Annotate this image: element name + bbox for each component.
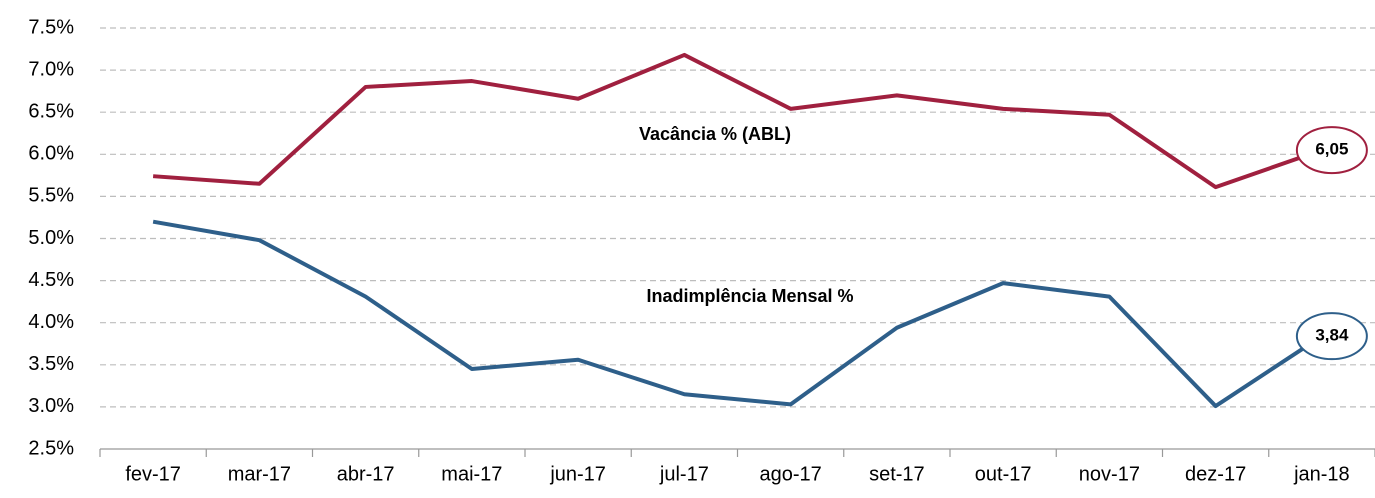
value-label-badge	[1295, 312, 1368, 361]
series-label: Vacância % (ABL)	[639, 124, 791, 144]
x-tick-label: ago-17	[759, 463, 821, 485]
x-tick-label: set-17	[869, 463, 925, 485]
value-label: 3,84	[1315, 326, 1349, 345]
y-tick-label: 5.0%	[28, 227, 74, 249]
x-tick-label: out-17	[975, 463, 1032, 485]
y-tick-label: 4.0%	[28, 311, 74, 333]
y-tick-label: 5.5%	[28, 185, 74, 207]
y-tick-label: 7.0%	[28, 58, 74, 80]
y-tick-label: 7.5%	[28, 16, 74, 38]
series-line	[152, 219, 1323, 409]
y-tick-label: 3.5%	[28, 353, 74, 375]
x-tick-label: fev-17	[125, 463, 181, 485]
y-tick-label: 6.5%	[28, 100, 74, 122]
x-tick-label: jun-17	[549, 463, 606, 485]
series-line	[152, 52, 1323, 190]
series-label: Inadimplência Mensal %	[646, 286, 853, 306]
value-label-badge	[1295, 126, 1368, 175]
x-tick-label: jul-17	[659, 463, 709, 485]
x-tick-label: abr-17	[337, 463, 395, 485]
y-tick-label: 2.5%	[28, 437, 74, 459]
y-tick-label: 4.5%	[28, 269, 74, 291]
value-label: 6,05	[1315, 140, 1348, 159]
x-tick-label: mar-17	[228, 463, 291, 485]
x-tick-label: dez-17	[1185, 463, 1246, 485]
x-tick-label: mai-17	[441, 463, 502, 485]
y-tick-label: 3.0%	[28, 395, 74, 417]
y-tick-label: 6.0%	[28, 143, 74, 165]
x-tick-label: jan-18	[1293, 463, 1350, 485]
x-tick-label: nov-17	[1079, 463, 1140, 485]
